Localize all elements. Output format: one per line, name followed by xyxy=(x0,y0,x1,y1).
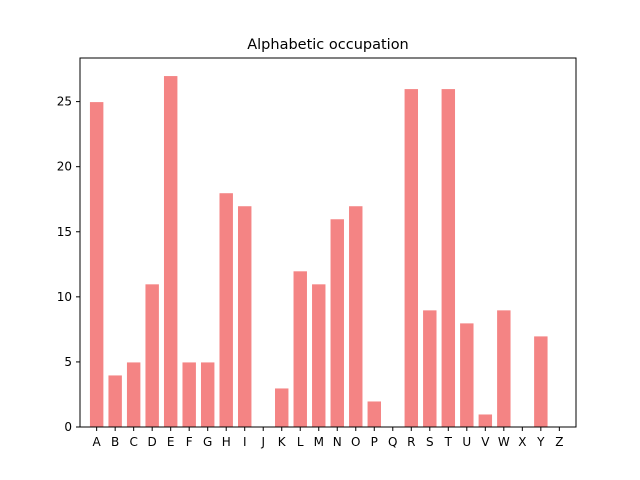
bar-A xyxy=(88,101,105,428)
bar-K xyxy=(274,387,290,428)
x-tick-label-Y: Y xyxy=(536,435,545,449)
y-tick-label-0: 0 xyxy=(64,420,72,434)
bar-E xyxy=(162,75,179,428)
x-tick-label-H: H xyxy=(222,435,231,449)
bar-F xyxy=(181,361,197,428)
bar-I xyxy=(237,205,253,428)
x-tick-label-X: X xyxy=(518,435,526,449)
x-tick-label-Z: Z xyxy=(555,435,563,449)
bar-V xyxy=(477,413,494,428)
bar-G xyxy=(199,361,216,428)
bar-B xyxy=(107,374,123,428)
x-tick-label-I: I xyxy=(243,435,247,449)
x-tick-label-E: E xyxy=(167,435,175,449)
bar-U xyxy=(459,322,475,428)
bar-H xyxy=(218,192,234,428)
x-tick-label-N: N xyxy=(333,435,342,449)
x-tick-label-K: K xyxy=(278,435,287,449)
bar-M xyxy=(311,283,327,428)
y-tick-label-15: 15 xyxy=(57,225,72,239)
x-tick-label-C: C xyxy=(129,435,137,449)
bar-T xyxy=(440,88,457,428)
x-tick-label-L: L xyxy=(297,435,304,449)
x-tick-label-V: V xyxy=(481,435,490,449)
y-tick-label-25: 25 xyxy=(57,95,72,109)
x-tick-label-A: A xyxy=(93,435,102,449)
y-tick-label-20: 20 xyxy=(57,160,72,174)
bar-L xyxy=(292,270,308,428)
y-axis: 0 5 10 15 20 25 xyxy=(57,95,80,434)
bar-Y xyxy=(533,335,549,428)
bars-group xyxy=(88,75,549,428)
x-tick-label-B: B xyxy=(111,435,119,449)
bar-S xyxy=(422,309,438,428)
bar-C xyxy=(125,361,142,428)
chart-title: Alphabetic occupation xyxy=(247,37,409,53)
x-tick-label-Q: Q xyxy=(388,435,397,449)
y-tick-label-10: 10 xyxy=(57,290,72,304)
bar-O xyxy=(348,205,364,428)
bar-P xyxy=(366,400,382,428)
x-tick-label-S: S xyxy=(426,435,434,449)
x-tick-label-U: U xyxy=(462,435,471,449)
bar-N xyxy=(329,218,345,428)
bar-W xyxy=(496,309,512,428)
x-tick-label-O: O xyxy=(351,435,360,449)
x-tick-label-R: R xyxy=(407,435,415,449)
bar-D xyxy=(144,283,160,428)
bar-R xyxy=(403,88,420,428)
x-tick-label-J: J xyxy=(260,435,265,449)
x-tick-label-F: F xyxy=(186,435,193,449)
plot-frame xyxy=(79,57,577,428)
x-tick-label-T: T xyxy=(444,435,453,449)
x-tick-label-P: P xyxy=(371,435,378,449)
x-tick-label-W: W xyxy=(498,435,510,449)
x-tick-label-G: G xyxy=(203,435,212,449)
x-tick-label-D: D xyxy=(148,435,157,449)
x-tick-label-M: M xyxy=(314,435,324,449)
y-tick-label-5: 5 xyxy=(64,355,72,369)
